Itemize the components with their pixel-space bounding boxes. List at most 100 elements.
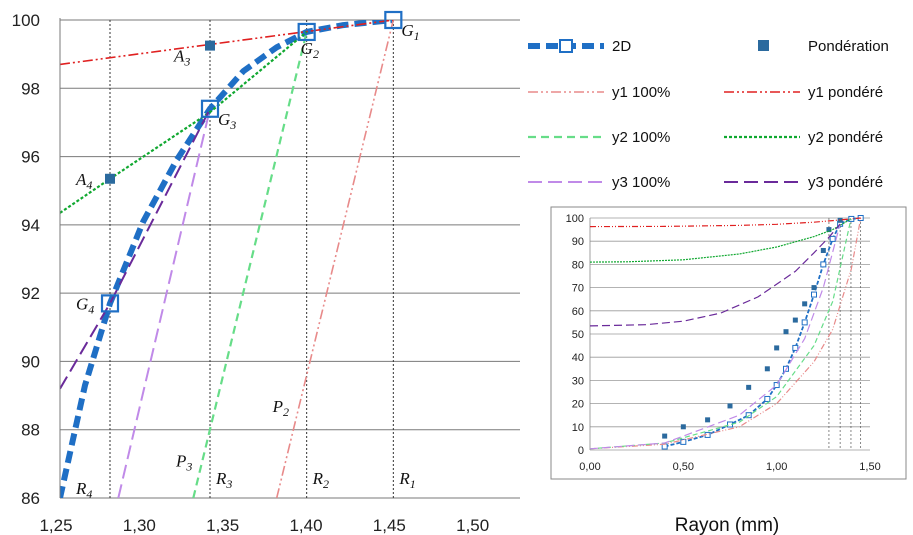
legend-marker-ponderation <box>758 40 769 51</box>
inset-series-y1-100-line <box>589 217 862 450</box>
inset-series-2d-line <box>664 217 861 448</box>
annotation-p2: P2 <box>272 397 289 419</box>
series-2d-marker <box>200 99 220 118</box>
inset-series-ponderation-point <box>764 366 770 372</box>
inset-series-ponderation-point <box>802 301 808 307</box>
annotation-p3: P3 <box>175 451 192 473</box>
x-axis-label: Rayon (mm) <box>675 515 780 535</box>
annotation-g3: G3 <box>218 110 236 132</box>
series-ponderation-point <box>205 40 215 51</box>
legend-marker-2d <box>559 39 573 53</box>
series-y3-100-line <box>117 108 211 498</box>
series-2d-marker <box>297 22 316 42</box>
x-tick-label: 1,50 <box>456 516 489 535</box>
series-2d-marker <box>100 294 120 313</box>
inset-series-ponderation-point <box>837 217 843 223</box>
inset-chart: 0 10 20 30 40 50 60 70 80 90 100 0,00 0,50 1,00 1,50 <box>550 206 907 480</box>
x-tick-label: 1,35 <box>206 516 239 535</box>
inset-y-tick-label: 30 <box>572 375 584 387</box>
annotation-a4: A4 <box>75 170 92 192</box>
legend-label-y1-100: y1 100% <box>612 84 670 101</box>
inset-series-ponderation-point <box>792 317 798 323</box>
inset-series-2d-marker <box>801 319 808 326</box>
inset-series-2d-marker <box>773 382 780 389</box>
series-y1-pondere-line <box>60 20 394 66</box>
legend-label-ponderation: Pondération <box>808 38 889 55</box>
inset-y-tick-label: 90 <box>572 236 584 248</box>
x-tick-label: 1,30 <box>123 516 156 535</box>
inset-series-ponderation-point <box>746 384 752 390</box>
y-tick-label: 90 <box>21 352 40 371</box>
inset-series-ponderation-point <box>680 424 686 430</box>
series-ponderation-point <box>105 173 115 184</box>
legend-label-y2-pondere: y2 pondéré <box>808 129 883 146</box>
main-axes: 86 88 90 92 94 96 98 100 1,25 1,30 1,35 1,40 1,45 1,5… <box>12 11 490 535</box>
inset-series-2d-marker <box>680 438 687 445</box>
inset-series-2d-marker <box>848 215 855 222</box>
inset-series-y2-pondere-line <box>589 218 852 263</box>
inset-series-ponderation-point <box>820 247 826 253</box>
inset-series-ponderation-point <box>811 285 817 291</box>
y-tick-label: 98 <box>21 79 40 98</box>
inset-x-tick-label: 0,00 <box>579 461 600 473</box>
legend-label-y1-pondere: y1 pondéré <box>808 84 883 101</box>
annotation-a3: A3 <box>173 47 190 69</box>
inset-frame <box>550 206 907 480</box>
annotation-g2: G2 <box>301 39 319 61</box>
inset-y-tick-label: 70 <box>572 283 584 295</box>
y-tick-label: 88 <box>21 421 40 440</box>
x-tick-label: 1,40 <box>289 516 322 535</box>
inset-y-tick-label: 60 <box>572 306 584 318</box>
x-tick-label: 1,45 <box>373 516 406 535</box>
inset-x-tick-label: 0,50 <box>673 461 694 473</box>
inset-series-2d-marker <box>811 291 817 298</box>
annotation-g1: G1 <box>401 21 419 43</box>
inset-series-ponderation-point <box>783 329 789 335</box>
inset-series-2d-marker <box>829 235 836 242</box>
y-tick-label: 94 <box>21 216 40 235</box>
inset-y-tick-label: 0 <box>578 445 584 457</box>
main-series-layer <box>60 20 395 498</box>
annotation-r3: R3 <box>215 469 232 491</box>
annotation-g4: G4 <box>76 294 94 316</box>
legend-label-y3-100: y3 100% <box>612 174 670 191</box>
legend-label-2d: 2D <box>612 38 631 55</box>
inset-series-ponderation-point <box>727 403 733 409</box>
inset-series-2d-marker <box>820 261 827 268</box>
inset-series-ponderation-point <box>826 227 832 233</box>
main-markers-layer <box>100 10 403 313</box>
inset-series-y1-pondere-line <box>589 217 861 228</box>
y-tick-label: 96 <box>21 148 40 167</box>
main-vertical-guides <box>109 20 394 498</box>
inset-y-tick-label: 20 <box>572 399 584 411</box>
inset-series-ponderation-point <box>774 345 780 351</box>
main-gridlines <box>60 19 520 499</box>
inset-y-tick-label: 50 <box>572 329 584 341</box>
series-y1-100-line <box>275 20 395 498</box>
series-y2-pondere-line <box>60 31 308 214</box>
inset-series-y3-100-line <box>589 223 841 450</box>
inset-x-tick-label: 1,50 <box>859 461 880 473</box>
legend-label-y3-pondere: y3 pondéré <box>808 174 883 191</box>
series-2d-marker <box>384 10 403 30</box>
x-tick-label: 1,25 <box>39 516 72 535</box>
inset-y-tick-label: 10 <box>572 422 584 434</box>
annotation-r1: R1 <box>398 469 415 491</box>
inset-series-ponderation-point <box>662 433 668 439</box>
legend: 2D Pondération y1 100% y1 pondéré y2 100% y2 … <box>528 38 889 191</box>
inset-y-tick-label: 100 <box>566 213 584 225</box>
series-y3-pondere-line <box>60 108 211 390</box>
inset-x-tick-label: 1,00 <box>766 461 787 473</box>
main-annotations: G1 G2 G3 G4 A3 A4 P2 P3 R1 R2 R3 R4 <box>75 21 420 501</box>
y-tick-label: 100 <box>12 11 40 30</box>
inset-series-y3-pondere-line <box>589 223 841 327</box>
inset-y-tick-label: 80 <box>572 259 584 271</box>
legend-label-y2-100: y2 100% <box>612 129 670 146</box>
inset-series-ponderation-point <box>705 417 711 423</box>
series-2d-line <box>60 20 394 498</box>
inset-y-tick-label: 40 <box>572 352 584 364</box>
y-tick-label: 92 <box>21 284 40 303</box>
y-tick-label: 86 <box>21 489 40 508</box>
inset-series-2d-marker <box>764 395 771 402</box>
